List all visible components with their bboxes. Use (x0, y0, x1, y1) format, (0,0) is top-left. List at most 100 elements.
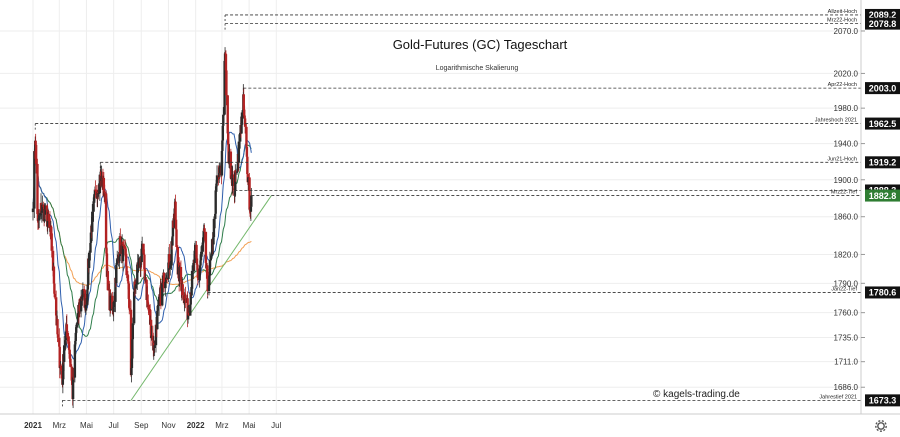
candle-body (84, 294, 87, 311)
candle-body (34, 140, 37, 145)
candle-body (56, 334, 60, 338)
level-name: Jun21-Hoch (827, 156, 857, 162)
candle-body (40, 210, 44, 213)
candle-body (192, 263, 195, 271)
candle-body (235, 171, 239, 173)
candle-body (83, 289, 86, 291)
candle-body (233, 190, 237, 196)
x-tick-label: Jul (109, 421, 119, 430)
candle-body (223, 60, 226, 115)
candle-body (234, 171, 237, 191)
candle-body (221, 140, 224, 151)
candle-body (92, 197, 96, 202)
candle-body (96, 191, 100, 194)
candle-body (133, 281, 137, 286)
x-tick-label: Nov (161, 421, 175, 430)
candle-body (67, 336, 70, 342)
candle-body (224, 53, 227, 55)
y-tick-label: 1940.0 (834, 140, 859, 149)
candle-body (89, 232, 93, 243)
candle-body (142, 243, 145, 254)
candle-body (124, 246, 127, 249)
candle-body (97, 193, 100, 195)
candle-body (203, 228, 206, 232)
candle-body (245, 146, 249, 157)
candle-body (195, 244, 198, 259)
x-tick-label: Mrz (215, 421, 228, 430)
candle-body (240, 112, 244, 125)
candle-body (106, 271, 110, 291)
x-tick-label: Mai (243, 421, 256, 430)
candle-body (52, 266, 56, 284)
candle-body (140, 243, 144, 250)
candle-body (89, 242, 92, 253)
candle-body (127, 283, 131, 299)
candle-body (146, 302, 150, 305)
candle-body (46, 220, 49, 227)
candle-body (87, 258, 90, 285)
support-trendline (130, 195, 272, 401)
candle-body (148, 308, 151, 314)
candle-body (229, 151, 233, 179)
candle-body (190, 270, 194, 289)
candle-body (80, 296, 84, 299)
level-price: 1780.6 (869, 288, 897, 298)
candle-body (226, 95, 229, 134)
candle-body (159, 288, 163, 306)
candle-body (178, 266, 181, 282)
candle-body (206, 265, 209, 272)
candle-body (215, 183, 218, 187)
candle-body (123, 246, 126, 248)
candle-body (222, 114, 225, 126)
level-name: Mrz22-Tief (831, 190, 858, 196)
candle-body (38, 215, 41, 221)
candle-body (147, 304, 150, 309)
candle-body (186, 298, 189, 320)
candle-body (237, 141, 241, 163)
candle-body (190, 288, 193, 296)
level-name: Jahrestief 2021 (819, 394, 857, 400)
x-tick-label: Mrz (53, 421, 66, 430)
x-tick-label: Jul (271, 421, 281, 430)
candle-body (165, 278, 169, 280)
settings-gear-icon[interactable] (875, 420, 887, 432)
candle-body (126, 275, 130, 282)
candle-body (84, 304, 88, 311)
candle-body (72, 376, 75, 378)
candle-body (189, 304, 192, 316)
candle-body (119, 236, 122, 254)
level-name: Allzeit-Hoch (828, 9, 857, 15)
candles (31, 47, 253, 409)
candle-body (162, 272, 166, 289)
candle-body (243, 118, 247, 127)
candle-body (118, 256, 121, 262)
candle-body (58, 346, 61, 368)
level-price: 1882.8 (869, 191, 897, 201)
candle-body (168, 254, 171, 269)
level-price-box (865, 117, 900, 130)
candle-body (206, 271, 209, 292)
candle-body (69, 358, 72, 367)
candle-body (50, 226, 53, 234)
candle-body (187, 312, 191, 316)
candle-body (59, 365, 63, 371)
candle-body (236, 168, 239, 172)
candle-body (161, 282, 164, 306)
candle-body (87, 252, 91, 268)
level-price: 2089.2 (869, 10, 897, 20)
candle-body (53, 293, 57, 298)
candle-body (111, 295, 114, 310)
candle-body (196, 270, 200, 279)
candle-body (86, 289, 89, 305)
candle-body (184, 299, 188, 303)
candle-body (140, 249, 143, 263)
candle-body (149, 319, 153, 339)
candle-body (157, 296, 161, 306)
candle-body (234, 171, 237, 173)
candle-body (94, 189, 97, 191)
candle-body (61, 379, 65, 385)
level-price-box (865, 17, 900, 30)
candle-body (105, 253, 109, 277)
candle-body (124, 248, 127, 254)
candle-body (109, 295, 113, 311)
